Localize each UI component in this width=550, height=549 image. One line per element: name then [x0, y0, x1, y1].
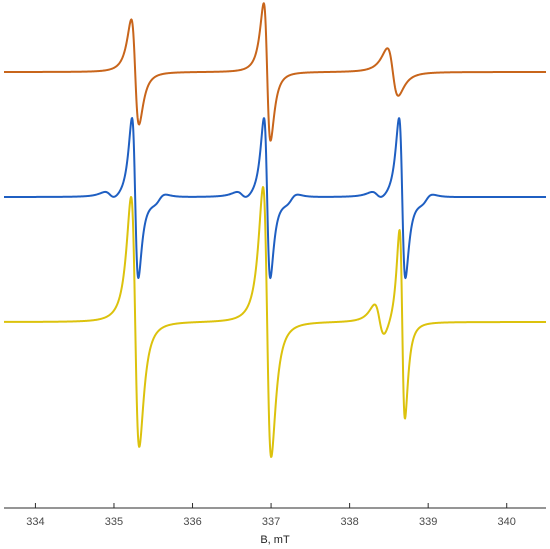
x-axis-ticks: 334 335 336 337 338 339 340 — [26, 503, 516, 528]
x-tick-label: 336 — [183, 516, 201, 528]
x-tick-label: 337 — [262, 516, 280, 528]
x-tick-label: 340 — [498, 516, 516, 528]
x-tick-label: 339 — [419, 516, 437, 528]
plot-area — [3, 2, 547, 458]
x-axis-label: B, mT — [260, 534, 290, 546]
spectrum-line-3 — [3, 186, 547, 458]
spectrum-line-2 — [3, 117, 547, 280]
spectrum-line-1 — [3, 2, 547, 142]
x-tick-label: 338 — [340, 516, 358, 528]
x-tick-label: 334 — [26, 516, 44, 528]
x-tick-label: 335 — [105, 516, 123, 528]
